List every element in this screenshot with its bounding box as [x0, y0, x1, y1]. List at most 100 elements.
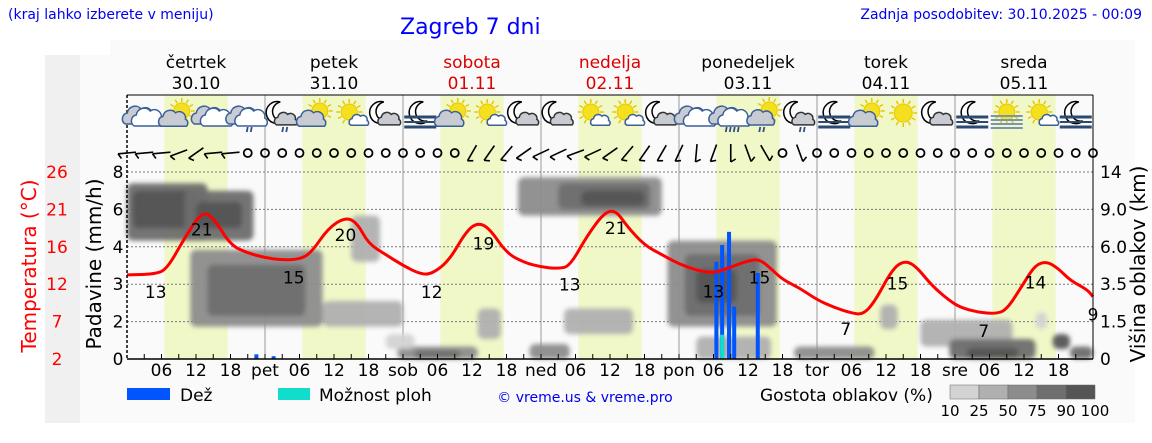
cloud-shape	[295, 109, 327, 128]
sun-ray	[773, 117, 777, 122]
page-title: Zagreb 7 dni	[400, 15, 541, 40]
day-name: četrtek	[166, 53, 227, 73]
density-step-label: 50	[998, 402, 1017, 420]
sun-ray	[480, 100, 484, 105]
rain-drop	[249, 126, 253, 133]
temp-tick-label: 21	[46, 200, 68, 220]
wind-barb-feather	[769, 155, 774, 162]
temperature-label: 7	[978, 322, 989, 342]
wind-barb-icon	[532, 148, 550, 161]
moon-fog-icon	[1059, 100, 1092, 129]
precip-tick-label: 2	[113, 313, 124, 333]
sun-disc	[998, 103, 1016, 121]
moon-fog-icon	[404, 100, 437, 129]
wind-barb-shaft	[532, 148, 550, 158]
cloud-shape	[486, 113, 508, 126]
cloud-blob	[529, 344, 570, 359]
density-step-label: 100	[1081, 402, 1110, 420]
rain-bar	[254, 354, 259, 359]
x-day-label: pon	[663, 361, 695, 381]
sun-ray	[864, 99, 868, 104]
wind-barb-feather	[169, 155, 176, 161]
temperature-label: 21	[191, 221, 213, 241]
sun-ray	[1010, 100, 1014, 105]
rain-drop	[245, 126, 249, 133]
x-tick-label: 18	[910, 361, 932, 381]
day-date: 01.11	[448, 74, 497, 94]
calm-wind-icon	[915, 148, 926, 158]
calm-wind-icon	[777, 148, 788, 158]
moon-cloud-icon	[541, 100, 574, 126]
rain-drop	[736, 126, 740, 133]
sun-ray	[907, 121, 911, 126]
wind-barb-feather	[639, 159, 646, 162]
sun-ray	[1032, 119, 1036, 124]
x-tick-label: 12	[1013, 361, 1035, 381]
sun-ray	[337, 115, 342, 120]
day-date: 30.10	[172, 74, 221, 94]
moon-fog-icon	[956, 100, 989, 129]
day-name: sreda	[1000, 53, 1047, 73]
wind-barb-shaft	[602, 147, 618, 159]
cloud-blob	[581, 190, 645, 206]
density-swatch	[949, 384, 980, 400]
cloud-shape	[589, 113, 611, 126]
wind-barb-shaft	[656, 144, 667, 162]
sun-ray	[579, 115, 584, 120]
sun-ray	[757, 102, 762, 107]
x-tick-label: 06	[979, 361, 1001, 381]
partly-cloudy-icon	[433, 98, 471, 128]
sun-ray	[776, 113, 781, 118]
wind-barb-feather	[134, 153, 140, 159]
wind-barb-feather	[220, 153, 226, 159]
x-day-label: pet	[251, 361, 279, 381]
wind-barb-icon	[151, 151, 171, 159]
cloud-blob	[1052, 334, 1070, 350]
wind-barb-shaft	[483, 145, 496, 161]
moon-cloud-icon	[506, 100, 540, 126]
wind-barb-shaft	[638, 145, 651, 161]
wind-barb-feather	[584, 156, 590, 161]
sun-ray	[613, 104, 618, 109]
sun-ray	[762, 98, 766, 103]
day-date: 03.11	[724, 74, 773, 94]
sun-ray	[323, 99, 327, 104]
day-date: 04.11	[862, 74, 911, 94]
calm-wind-icon	[329, 148, 339, 158]
day-name: torek	[864, 53, 908, 73]
sun-ray	[185, 99, 189, 104]
x-tick-label: 12	[185, 361, 207, 381]
calm-wind-icon	[415, 148, 426, 158]
density-swatch	[1007, 384, 1038, 400]
sun-ray	[312, 99, 316, 104]
sun-ray	[1032, 100, 1036, 105]
wind-barb-icon	[220, 151, 240, 159]
cloud-shape	[929, 111, 954, 126]
cloud-blob	[477, 308, 501, 340]
calm-wind-icon	[346, 148, 357, 158]
temp-tick-label: 26	[46, 163, 68, 183]
x-tick-label: 18	[496, 361, 518, 381]
cloud-height-tick-label: 6.0	[1100, 238, 1127, 258]
x-tick-label: 06	[289, 361, 311, 381]
cloud-height-tick-label: 9.0	[1100, 200, 1127, 220]
sun-ray	[618, 100, 622, 105]
copyright-link: © vreme.us & vreme.pro	[497, 390, 672, 406]
cloudy-icon	[121, 105, 165, 127]
calm-wind-icon	[294, 148, 305, 158]
cloud-shape	[515, 111, 540, 126]
wind-barb-icon	[134, 151, 154, 159]
sun-ray	[594, 100, 598, 105]
temperature-label: 13	[703, 282, 725, 302]
cloud-height-tick-label: 0	[1100, 350, 1111, 370]
cloudy-icon	[190, 105, 234, 127]
x-tick-label: 06	[703, 361, 725, 381]
wind-barb-icon	[760, 144, 774, 162]
sun-ray	[613, 115, 618, 120]
moon-cloud-icon	[920, 100, 954, 126]
temperature-label: 19	[473, 234, 495, 254]
wind-barb-shaft	[152, 151, 171, 155]
cloud-blob	[132, 190, 196, 229]
density-step-label: 90	[1056, 402, 1075, 420]
sun-ray	[583, 119, 587, 124]
